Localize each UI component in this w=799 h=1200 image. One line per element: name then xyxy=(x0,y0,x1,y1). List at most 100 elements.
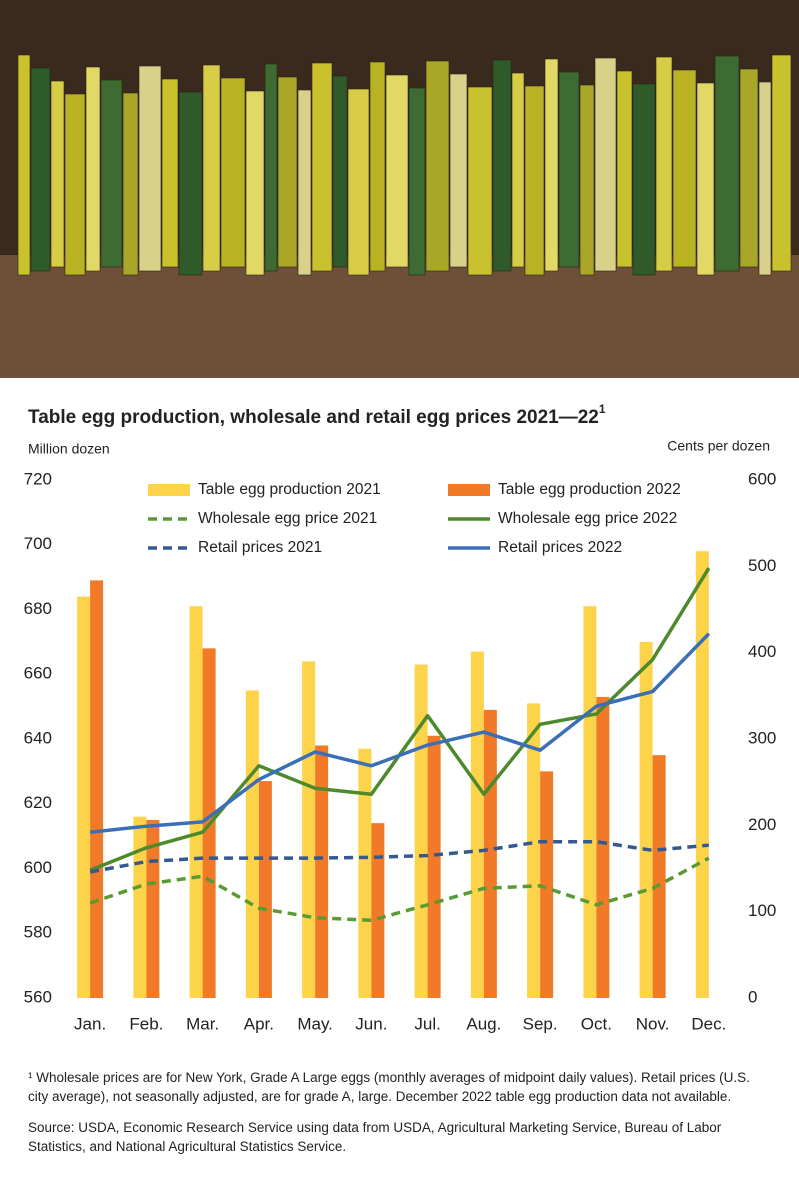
book-spine xyxy=(369,61,386,272)
book-spine xyxy=(178,91,203,276)
book-spine xyxy=(100,79,123,268)
bar xyxy=(315,745,329,998)
x-tick-label: May. xyxy=(297,1014,333,1033)
book-spine xyxy=(579,84,595,276)
book-spine xyxy=(50,80,65,268)
x-tick-label: Jul. xyxy=(414,1014,440,1033)
book-spine xyxy=(632,83,656,276)
book-spine xyxy=(524,85,545,276)
book-spine xyxy=(425,60,450,272)
x-tick-label: Feb. xyxy=(129,1014,163,1033)
y2-tick-label: 100 xyxy=(748,901,776,920)
book-spine xyxy=(17,54,31,276)
book-spine xyxy=(311,62,333,272)
bar xyxy=(695,551,709,998)
book-spine xyxy=(277,76,298,268)
bar xyxy=(302,661,316,998)
book-spine xyxy=(594,57,617,272)
book-spine xyxy=(655,56,673,272)
y-tick-label: 720 xyxy=(24,469,52,488)
y2-tick-label: 500 xyxy=(748,556,776,575)
x-tick-label: Mar. xyxy=(186,1014,219,1033)
legend-label: Wholesale egg price 2021 xyxy=(198,510,377,527)
bar xyxy=(596,696,610,998)
x-tick-label: Aug. xyxy=(466,1014,501,1033)
book-spine xyxy=(64,93,86,276)
book-spine xyxy=(544,58,559,272)
y2-tick-label: 400 xyxy=(748,642,776,661)
book-spine xyxy=(332,75,348,268)
book-spine xyxy=(264,63,278,272)
book-spine xyxy=(739,68,759,268)
x-tick-label: Apr. xyxy=(244,1014,274,1033)
y2-tick-label: 300 xyxy=(748,728,776,747)
y-axis-label: Million dozen xyxy=(28,441,110,457)
bar xyxy=(527,703,541,998)
legend-label: Table egg production 2021 xyxy=(198,481,381,498)
bar xyxy=(639,641,653,998)
source: Source: USDA, Economic Research Service … xyxy=(28,1120,722,1154)
line xyxy=(89,856,710,923)
title-note: 1 xyxy=(599,402,606,416)
legend-label: Wholesale egg price 2022 xyxy=(498,510,677,527)
bar xyxy=(77,596,91,998)
bar xyxy=(371,823,385,998)
book-spine xyxy=(122,92,139,276)
book-spine xyxy=(616,70,633,268)
bar xyxy=(483,709,497,998)
y-tick-label: 620 xyxy=(24,793,52,812)
y2-tick-label: 200 xyxy=(748,815,776,834)
legend-label: Retail prices 2021 xyxy=(198,539,322,556)
book-spine xyxy=(696,82,715,276)
legend-swatch xyxy=(448,484,490,496)
y2-tick-label: 0 xyxy=(748,987,757,1006)
book-spine xyxy=(138,65,162,272)
book-spine xyxy=(449,73,468,268)
chart-title: Table egg production, wholesale and reta… xyxy=(28,402,606,428)
y-tick-label: 560 xyxy=(24,987,52,1006)
line xyxy=(89,632,711,834)
y2-axis-label: Cents per dozen xyxy=(667,438,770,454)
y2-tick-label: 600 xyxy=(748,469,776,488)
bar xyxy=(358,748,372,998)
photo xyxy=(0,0,799,378)
y-tick-label: 660 xyxy=(24,664,52,683)
book-spine xyxy=(408,87,426,276)
book-spine xyxy=(85,66,101,272)
legend-label: Retail prices 2022 xyxy=(498,539,622,556)
bar xyxy=(146,819,160,998)
bar xyxy=(540,771,554,998)
bar xyxy=(652,755,666,998)
rug xyxy=(0,255,799,378)
book-spine xyxy=(297,89,312,276)
legend-label: Table egg production 2022 xyxy=(498,481,681,498)
book-spine xyxy=(347,88,370,276)
legend-swatch xyxy=(148,484,190,496)
bar xyxy=(414,664,428,998)
book-spine xyxy=(492,59,512,272)
x-tick-label: Nov. xyxy=(636,1014,670,1033)
book-spine xyxy=(672,69,697,268)
y-tick-label: 680 xyxy=(24,599,52,618)
x-tick-label: Dec. xyxy=(691,1014,726,1033)
x-tick-label: Oct. xyxy=(581,1014,612,1033)
title-text: Table egg production, wholesale and reta… xyxy=(28,407,599,428)
bar xyxy=(427,735,441,998)
book-spine xyxy=(161,78,179,268)
bar xyxy=(470,651,484,998)
book-spine xyxy=(385,74,409,268)
book-spine xyxy=(30,67,51,272)
book-spine xyxy=(558,71,580,268)
x-tick-label: Jun. xyxy=(355,1014,387,1033)
book-spine xyxy=(758,81,772,276)
book-spine xyxy=(771,54,792,272)
book-spine xyxy=(202,64,221,272)
y-tick-label: 700 xyxy=(24,534,52,553)
bar xyxy=(90,580,104,998)
bar xyxy=(258,781,272,998)
bar xyxy=(189,606,203,998)
x-tick-label: Jan. xyxy=(74,1014,106,1033)
book-spine xyxy=(714,55,740,272)
book-spine xyxy=(467,86,493,276)
